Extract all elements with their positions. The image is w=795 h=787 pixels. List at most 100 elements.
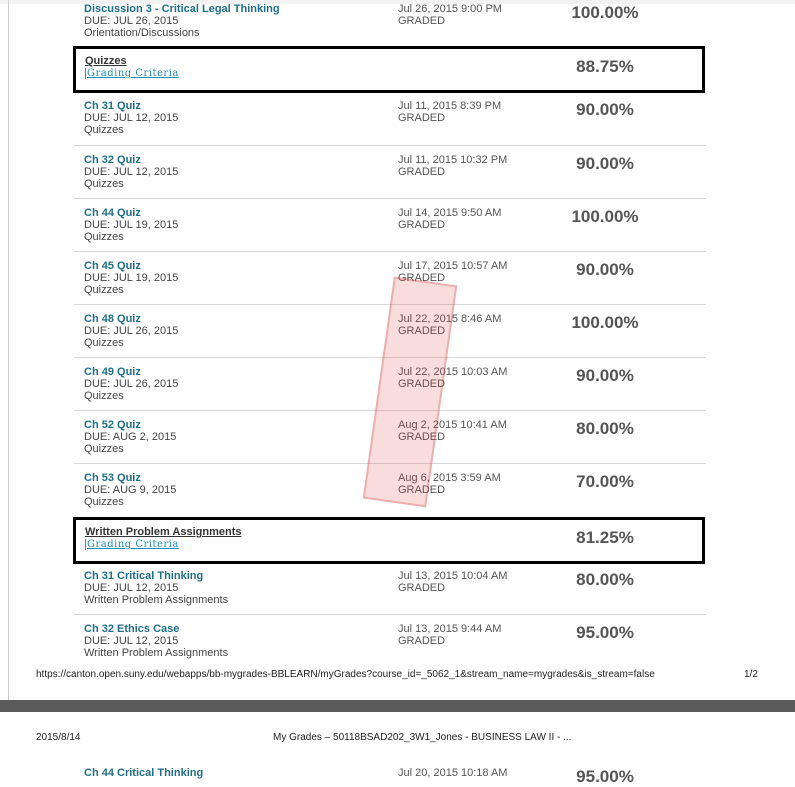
- submitted-date: Aug 6, 2015 3:59 AM: [398, 472, 501, 484]
- submitted-info: Jul 14, 2015 9:50 AM GRADED: [398, 207, 518, 231]
- submitted-info: Jul 26, 2015 9:00 PM GRADED: [398, 3, 518, 27]
- grade-status: GRADED: [398, 378, 446, 390]
- due-date: DUE: JUL 12, 2015: [84, 635, 179, 647]
- submitted-info: Jul 22, 2015 8:46 AM GRADED: [398, 313, 518, 337]
- category-header-quizzes: Quizzes Grading Criteria 88.75%: [73, 46, 705, 93]
- grade-item-link[interactable]: Ch 32 Ethics Case: [84, 623, 180, 635]
- due-date: DUE: JUL 19, 2015: [84, 272, 179, 284]
- grade-score: 100.00%: [571, 207, 639, 226]
- category-label: Quizzes: [84, 178, 124, 190]
- grading-criteria-link[interactable]: Grading Criteria: [85, 539, 179, 550]
- grade-row: Discussion 3 - Critical Legal Thinking D…: [0, 3, 795, 43]
- grade-status: GRADED: [398, 166, 446, 178]
- due-date: DUE: JUL 19, 2015: [84, 219, 179, 231]
- grade-item-link[interactable]: Ch 53 Quiz: [84, 472, 141, 484]
- row-divider: [74, 614, 706, 615]
- submitted-info: Jul 17, 2015 10:57 AM GRADED: [398, 260, 518, 284]
- category-label: Quizzes: [84, 231, 124, 243]
- category-score: 81.25%: [576, 528, 634, 547]
- grade-item-link[interactable]: Ch 49 Quiz: [84, 366, 141, 378]
- grade-item-link[interactable]: Ch 52 Quiz: [84, 419, 141, 431]
- grade-item-link[interactable]: Ch 31 Critical Thinking: [84, 570, 204, 582]
- grade-item-link[interactable]: Ch 44 Critical Thinking: [84, 767, 204, 779]
- submitted-info: Jul 13, 2015 9:44 AM GRADED: [398, 623, 518, 647]
- footer-url: https://canton.open.suny.edu/webapps/bb-…: [36, 669, 655, 680]
- top-strip: [0, 0, 795, 4]
- row-divider: [74, 198, 706, 199]
- grade-score: 95.00%: [576, 623, 634, 642]
- grade-status: GRADED: [398, 15, 446, 27]
- category-title: Quizzes: [85, 55, 127, 67]
- due-date: DUE: AUG 9, 2015: [84, 484, 177, 496]
- due-date: DUE: JUL 26, 2015: [84, 15, 179, 27]
- grade-score: 80.00%: [576, 570, 634, 589]
- grade-row: Ch 53 Quiz DUE: AUG 9, 2015 Quizzes Aug …: [0, 472, 795, 512]
- grade-status: GRADED: [398, 431, 446, 443]
- row-divider: [74, 145, 706, 146]
- grade-score: 70.00%: [576, 472, 634, 491]
- grade-row: Ch 31 Quiz DUE: JUL 12, 2015 Quizzes Jul…: [0, 100, 795, 140]
- printed-page-2: 2015/8/14 My Grades – 50118BSAD202_3W1_J…: [0, 712, 795, 786]
- page-gap: [0, 700, 795, 712]
- grade-status: GRADED: [398, 582, 446, 594]
- category-label: Quizzes: [84, 124, 124, 136]
- submitted-date: Jul 22, 2015 8:46 AM: [398, 313, 502, 325]
- category-label: Quizzes: [84, 284, 124, 296]
- row-divider: [74, 304, 706, 305]
- submitted-date: Jul 11, 2015 10:32 PM: [398, 154, 508, 166]
- header-title: My Grades – 50118BSAD202_3W1_Jones - BUS…: [273, 732, 572, 743]
- submitted-date: Jul 13, 2015 10:04 AM: [398, 570, 508, 582]
- due-date: DUE: JUL 12, 2015: [84, 112, 179, 124]
- page-edge: [8, 0, 9, 700]
- grade-item-link[interactable]: Ch 45 Quiz: [84, 260, 141, 272]
- grade-row: Ch 44 Quiz DUE: JUL 19, 2015 Quizzes Jul…: [0, 207, 795, 247]
- grade-item-link[interactable]: Ch 48 Quiz: [84, 313, 141, 325]
- grade-row: Ch 31 Critical Thinking DUE: JUL 12, 201…: [0, 570, 795, 610]
- printed-page-1: Discussion 3 - Critical Legal Thinking D…: [0, 0, 795, 700]
- submitted-date: Jul 11, 2015 8:39 PM: [398, 100, 502, 112]
- grade-score: 90.00%: [576, 260, 634, 279]
- submitted-date: Jul 22, 2015 10:03 AM: [398, 366, 508, 378]
- grade-status: GRADED: [398, 484, 446, 496]
- category-label: Quizzes: [84, 390, 124, 402]
- grade-row: Ch 32 Ethics Case DUE: JUL 12, 2015 Writ…: [0, 623, 795, 663]
- due-date: DUE: JUL 12, 2015: [84, 166, 179, 178]
- row-divider: [74, 251, 706, 252]
- grade-item-link[interactable]: Ch 32 Quiz: [84, 154, 141, 166]
- category-label: Quizzes: [84, 337, 124, 349]
- row-divider: [74, 410, 706, 411]
- grade-item-link[interactable]: Ch 44 Quiz: [84, 207, 141, 219]
- row-divider: [74, 463, 706, 464]
- grade-item-link[interactable]: Discussion 3 - Critical Legal Thinking: [84, 3, 280, 15]
- grade-item-link[interactable]: Ch 31 Quiz: [84, 100, 141, 112]
- grade-score: 95.00%: [576, 767, 634, 786]
- category-header-written-problem-assignments: Written Problem Assignments Grading Crit…: [73, 517, 705, 564]
- grade-status: GRADED: [398, 325, 446, 337]
- grading-criteria-link[interactable]: Grading Criteria: [85, 68, 179, 79]
- due-date: DUE: JUL 12, 2015: [84, 582, 179, 594]
- grade-status: GRADED: [398, 635, 446, 647]
- footer-page-number: 1/2: [744, 669, 758, 680]
- submitted-date: Jul 13, 2015 9:44 AM: [398, 623, 502, 635]
- submitted-info: Jul 13, 2015 10:04 AM GRADED: [398, 570, 518, 594]
- grade-status: GRADED: [398, 112, 446, 124]
- grade-row: Ch 32 Quiz DUE: JUL 12, 2015 Quizzes Jul…: [0, 154, 795, 194]
- category-label: Orientation/Discussions: [84, 27, 200, 39]
- category-label: Quizzes: [84, 443, 124, 455]
- submitted-date: Jul 17, 2015 10:57 AM: [398, 260, 508, 272]
- grade-row: Ch 52 Quiz DUE: AUG 2, 2015 Quizzes Aug …: [0, 419, 795, 459]
- due-date: DUE: JUL 26, 2015: [84, 325, 179, 337]
- grade-status: GRADED: [398, 219, 446, 231]
- submitted-date: Jul 26, 2015 9:00 PM: [398, 3, 502, 15]
- submitted-date: Jul 20, 2015 10:18 AM: [398, 767, 508, 779]
- category-title: Written Problem Assignments: [85, 526, 242, 538]
- header-date: 2015/8/14: [36, 732, 81, 743]
- grade-row: Ch 44 Critical Thinking Jul 20, 2015 10:…: [0, 767, 795, 787]
- grade-status: GRADED: [398, 272, 446, 284]
- grade-score: 90.00%: [576, 154, 634, 173]
- submitted-info: Jul 22, 2015 10:03 AM GRADED: [398, 366, 518, 390]
- submitted-info: Aug 2, 2015 10:41 AM GRADED: [398, 419, 518, 443]
- due-date: DUE: JUL 26, 2015: [84, 378, 179, 390]
- category-score: 88.75%: [576, 57, 634, 76]
- grade-score: 90.00%: [576, 366, 634, 385]
